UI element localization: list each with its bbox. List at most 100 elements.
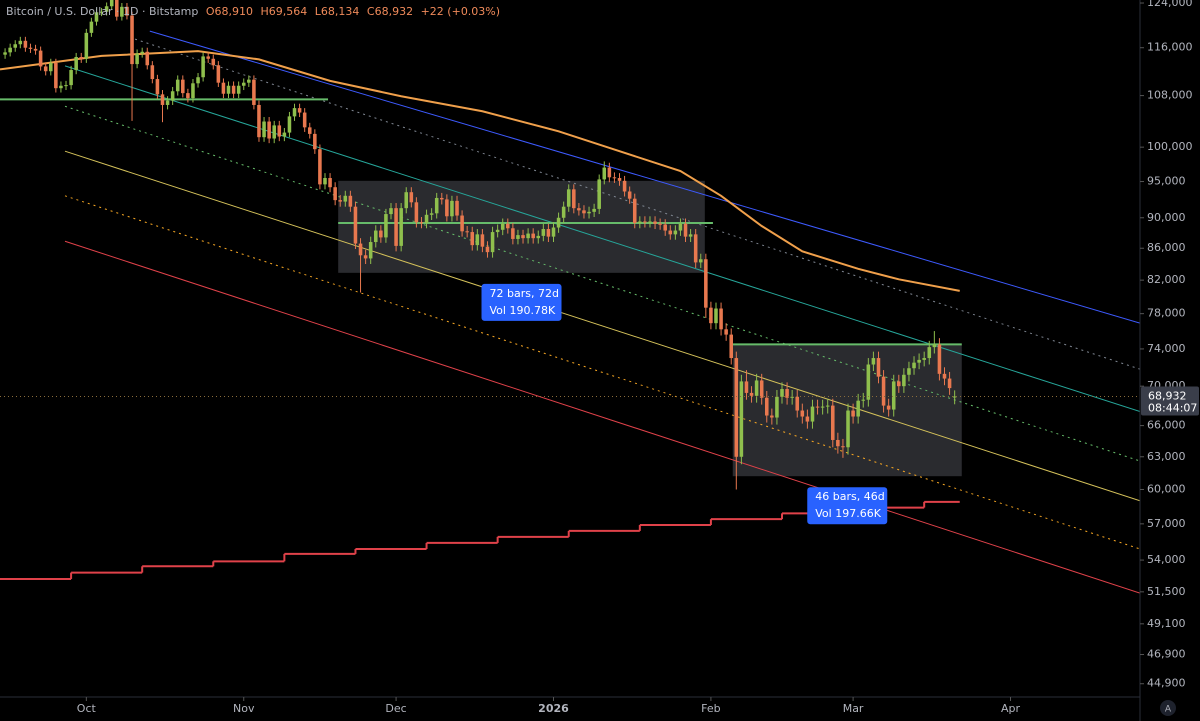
- candle-body: [805, 416, 810, 422]
- candle-body: [861, 399, 866, 401]
- candle-body: [881, 376, 886, 406]
- candle-body: [231, 85, 236, 94]
- range-label: 72 bars, 72d: [490, 287, 559, 300]
- ohlc-low: L68,134: [315, 5, 360, 18]
- candle-body: [353, 206, 358, 244]
- candle-body: [3, 52, 7, 55]
- moving-average: [0, 50, 960, 292]
- candle-body: [693, 234, 698, 263]
- candle-body: [790, 396, 794, 398]
- y-tick-label: 63,000: [1147, 450, 1186, 463]
- candle-body: [394, 208, 398, 246]
- candle-body: [135, 53, 139, 65]
- candle-body: [79, 57, 84, 59]
- candle-body: [541, 229, 546, 236]
- candle-body: [825, 405, 830, 407]
- candle-body: [820, 406, 825, 408]
- candle-body: [506, 223, 510, 229]
- last-price-box: [1141, 386, 1199, 416]
- candle-body: [267, 121, 271, 139]
- x-tick-label: Feb: [701, 702, 720, 715]
- candle-body: [947, 378, 952, 389]
- candle-body: [363, 255, 368, 259]
- auto-scale-button[interactable]: [1160, 700, 1176, 716]
- candle-body: [292, 108, 297, 117]
- auto-scale-label[interactable]: A: [1165, 705, 1172, 715]
- header: Bitcoin / U.S. Dollar · 1D · Bitstamp O6…: [6, 5, 500, 18]
- candle-body: [648, 221, 652, 223]
- candle-body: [577, 208, 581, 211]
- candle-body: [389, 208, 393, 215]
- candle-body: [770, 415, 774, 418]
- x-tick-label: Apr: [1001, 702, 1021, 715]
- candle-body: [38, 50, 43, 67]
- candle-body: [531, 233, 535, 239]
- candle-body: [673, 230, 678, 235]
- candle-body: [99, 11, 104, 13]
- candle-body: [140, 51, 144, 54]
- trendline: [134, 38, 1140, 370]
- candle-body: [536, 235, 541, 239]
- candle-body: [764, 397, 769, 416]
- candle-body: [526, 233, 530, 239]
- candle-body: [698, 259, 703, 263]
- candle-body: [643, 221, 647, 223]
- candle-body: [434, 197, 439, 214]
- candle-body: [460, 215, 464, 232]
- candle-body: [358, 243, 363, 256]
- candle-body: [409, 192, 414, 203]
- candle-body: [49, 62, 53, 72]
- candle-body: [927, 347, 932, 359]
- candle-body: [709, 307, 713, 324]
- candle-body: [343, 195, 348, 202]
- candle-body: [226, 85, 231, 94]
- candle-body: [495, 229, 500, 233]
- candle-body: [912, 362, 916, 369]
- candle-body: [54, 62, 58, 89]
- candle-body: [368, 242, 373, 259]
- y-tick-label: 86,000: [1147, 241, 1186, 254]
- range-label: 46 bars, 46d: [815, 490, 884, 503]
- candle-body: [43, 66, 48, 72]
- candle-body: [719, 308, 723, 330]
- candle-body: [211, 58, 216, 66]
- candle-body: [145, 51, 150, 66]
- candle-body: [886, 405, 891, 410]
- plot-area: [0, 0, 1140, 594]
- candle-body: [851, 410, 855, 417]
- candle-body: [150, 65, 155, 80]
- range-label: Vol 197.66K: [815, 507, 881, 520]
- candle-body: [663, 224, 667, 231]
- candle-body: [8, 47, 12, 53]
- ohlc-open: O68,910: [206, 5, 253, 18]
- countdown: 08:44:07: [1148, 401, 1197, 414]
- candle-body: [272, 125, 276, 139]
- chart-title: Bitcoin / U.S. Dollar · 1D · Bitstamp: [6, 5, 198, 18]
- ohlc-close: C68,932: [367, 5, 413, 18]
- candle-body: [597, 179, 601, 209]
- candle-body: [297, 108, 302, 113]
- trendline: [64, 65, 1140, 413]
- candle-body: [521, 235, 525, 239]
- candle-body: [450, 200, 454, 217]
- range-box: [732, 344, 962, 477]
- candle-body: [704, 259, 708, 308]
- candle-body: [937, 344, 942, 374]
- candle-body: [181, 79, 185, 94]
- candle-body: [69, 70, 73, 86]
- candle-body: [287, 116, 292, 133]
- y-tick-label: 124,000: [1147, 0, 1193, 9]
- candle-body: [952, 396, 957, 398]
- candle-body: [810, 406, 815, 422]
- candle-body: [658, 223, 662, 225]
- candle-body: [440, 197, 444, 200]
- candle-body: [379, 230, 383, 238]
- candle-body: [587, 211, 591, 214]
- candle-body: [160, 94, 165, 105]
- candle-body: [323, 178, 327, 185]
- candle-body: [480, 234, 485, 247]
- candle-body: [206, 56, 210, 59]
- x-tick-label: Nov: [233, 702, 255, 715]
- candle-body: [632, 198, 637, 223]
